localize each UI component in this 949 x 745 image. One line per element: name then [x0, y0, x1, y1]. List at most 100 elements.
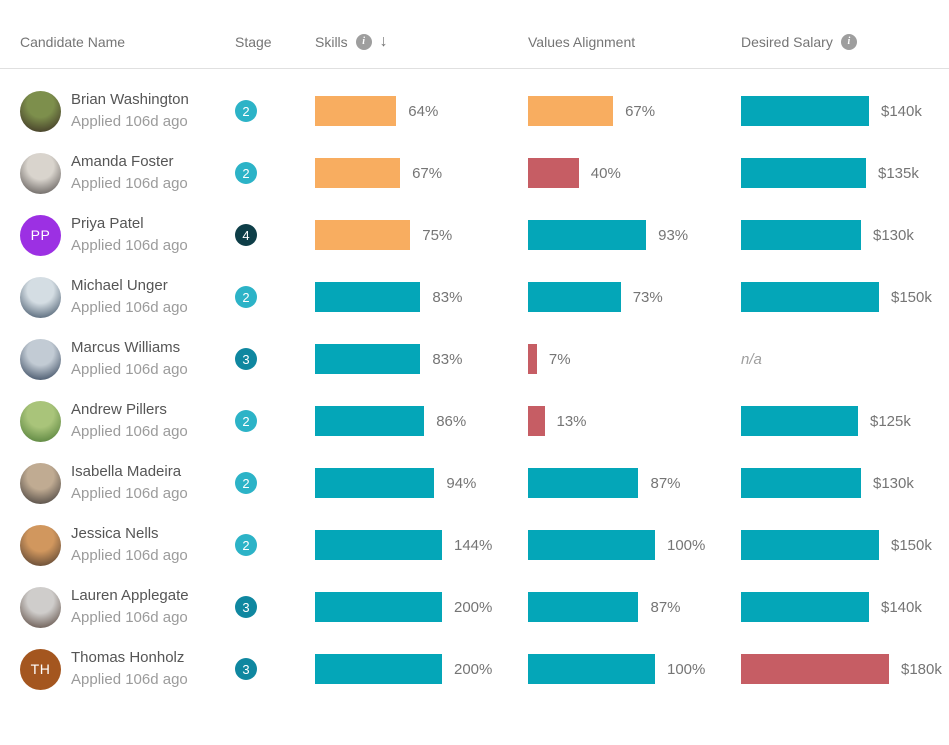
values-bar	[528, 344, 537, 374]
candidate-row[interactable]: Andrew Pillers Applied 106d ago 2 86% 13…	[0, 390, 949, 452]
stage-cell: 3	[235, 596, 315, 618]
values-alignment-cell: 67%	[528, 96, 741, 126]
candidate-row[interactable]: Amanda Foster Applied 106d ago 2 67% 40%…	[0, 142, 949, 204]
skills-cell: 200%	[315, 592, 528, 622]
candidate-row[interactable]: Jessica Nells Applied 106d ago 2 144% 10…	[0, 514, 949, 576]
candidate-name: Thomas Honholz	[71, 649, 185, 666]
values-alignment-header-label: Values Alignment	[528, 34, 636, 50]
candidate-row[interactable]: Marcus Williams Applied 106d ago 3 83% 7…	[0, 328, 949, 390]
candidate-name: Amanda Foster	[71, 153, 174, 170]
skills-bar	[315, 530, 442, 560]
candidate-row[interactable]: TH Thomas Honholz Applied 106d ago 3 200…	[0, 638, 949, 700]
stage-badge[interactable]: 2	[235, 410, 257, 432]
candidate-info: Lauren Applegate Applied 106d ago	[71, 585, 189, 629]
salary-value: $140k	[881, 598, 922, 616]
column-header-desired-salary[interactable]: Desired Salary i	[741, 34, 949, 68]
candidate-info: Andrew Pillers Applied 106d ago	[71, 399, 188, 443]
candidate-cell[interactable]: Isabella Madeira Applied 106d ago	[20, 461, 235, 505]
candidate-info: Priya Patel Applied 106d ago	[71, 213, 188, 257]
candidate-avatar	[20, 276, 61, 318]
table-body: Brian Washington Applied 106d ago 2 64% …	[0, 69, 949, 700]
skills-cell: 67%	[315, 158, 528, 188]
candidates-table: Candidate Name Stage Skills i ↓ Values A…	[0, 0, 949, 700]
salary-bar	[741, 468, 861, 498]
stage-badge[interactable]: 2	[235, 534, 257, 556]
table-header: Candidate Name Stage Skills i ↓ Values A…	[0, 0, 949, 69]
stage-badge[interactable]: 4	[235, 224, 257, 246]
values-bar	[528, 406, 545, 436]
candidate-row[interactable]: Brian Washington Applied 106d ago 2 64% …	[0, 80, 949, 142]
salary-value: $150k	[891, 288, 932, 306]
values-alignment-cell: 13%	[528, 406, 741, 436]
candidate-row[interactable]: Isabella Madeira Applied 106d ago 2 94% …	[0, 452, 949, 514]
applied-date: Applied 106d ago	[71, 423, 188, 440]
skills-bar	[315, 344, 421, 374]
values-alignment-cell: 40%	[528, 158, 741, 188]
skills-cell: 86%	[315, 406, 528, 436]
desired-salary-cell: $130k	[741, 468, 949, 498]
skills-header-label: Skills	[315, 34, 348, 50]
stage-badge[interactable]: 2	[235, 286, 257, 308]
stage-badge[interactable]: 3	[235, 658, 257, 680]
stage-cell: 4	[235, 224, 315, 246]
values-bar	[528, 96, 614, 126]
candidate-name: Brian Washington	[71, 91, 189, 108]
values-alignment-cell: 93%	[528, 220, 741, 250]
candidate-cell[interactable]: Michael Unger Applied 106d ago	[20, 275, 235, 319]
desired-salary-cell: $140k	[741, 96, 949, 126]
sort-descending-icon[interactable]: ↓	[379, 33, 388, 50]
salary-bar	[741, 530, 879, 560]
values-value: 13%	[556, 412, 587, 430]
candidate-cell[interactable]: Brian Washington Applied 106d ago	[20, 89, 235, 133]
desired-salary-cell: $150k	[741, 530, 949, 560]
salary-bar	[741, 654, 889, 684]
salary-value: $135k	[878, 164, 919, 182]
skills-cell: 75%	[315, 220, 528, 250]
candidate-name-header-label: Candidate Name	[20, 34, 126, 50]
stage-cell: 2	[235, 472, 315, 494]
skills-info-icon[interactable]: i	[355, 34, 372, 50]
desired-salary-info-icon[interactable]: i	[840, 34, 857, 50]
stage-cell: 3	[235, 658, 315, 680]
values-value: 40%	[590, 164, 621, 182]
desired-salary-cell: $180k	[741, 654, 949, 684]
stage-cell: 2	[235, 100, 315, 122]
candidate-row[interactable]: PP Priya Patel Applied 106d ago 4 75% 93…	[0, 204, 949, 266]
skills-cell: 144%	[315, 530, 528, 560]
candidate-cell[interactable]: Andrew Pillers Applied 106d ago	[20, 399, 235, 443]
candidate-row[interactable]: Michael Unger Applied 106d ago 2 83% 73%…	[0, 266, 949, 328]
skills-value: 67%	[412, 164, 443, 182]
column-header-stage[interactable]: Stage	[235, 34, 315, 68]
stage-badge[interactable]: 2	[235, 472, 257, 494]
skills-value: 200%	[454, 598, 493, 616]
applied-date: Applied 106d ago	[71, 609, 188, 626]
candidate-cell[interactable]: Amanda Foster Applied 106d ago	[20, 151, 235, 195]
skills-value: 144%	[454, 536, 493, 554]
skills-bar	[315, 654, 442, 684]
candidate-cell[interactable]: TH Thomas Honholz Applied 106d ago	[20, 647, 235, 691]
column-header-candidate-name[interactable]: Candidate Name	[20, 34, 235, 68]
values-bar	[528, 654, 655, 684]
candidate-cell[interactable]: Lauren Applegate Applied 106d ago	[20, 585, 235, 629]
stage-badge[interactable]: 3	[235, 596, 257, 618]
column-header-skills[interactable]: Skills i ↓	[315, 34, 528, 68]
candidate-name: Marcus Williams	[71, 339, 181, 356]
stage-badge[interactable]: 2	[235, 100, 257, 122]
salary-na: n/a	[741, 350, 762, 368]
candidate-cell[interactable]: Jessica Nells Applied 106d ago	[20, 523, 235, 567]
salary-value: $125k	[870, 412, 911, 430]
values-alignment-cell: 100%	[528, 530, 741, 560]
values-bar	[528, 282, 621, 312]
candidate-info: Jessica Nells Applied 106d ago	[71, 523, 188, 567]
desired-salary-cell: $130k	[741, 220, 949, 250]
stage-badge[interactable]: 3	[235, 348, 257, 370]
candidate-cell[interactable]: Marcus Williams Applied 106d ago	[20, 337, 235, 381]
candidate-info: Amanda Foster Applied 106d ago	[71, 151, 188, 195]
column-header-values-alignment[interactable]: Values Alignment	[528, 34, 741, 68]
skills-bar	[315, 282, 421, 312]
stage-cell: 2	[235, 162, 315, 184]
stage-badge[interactable]: 2	[235, 162, 257, 184]
candidate-row[interactable]: Lauren Applegate Applied 106d ago 3 200%…	[0, 576, 949, 638]
values-value: 100%	[667, 660, 706, 678]
candidate-cell[interactable]: PP Priya Patel Applied 106d ago	[20, 213, 235, 257]
